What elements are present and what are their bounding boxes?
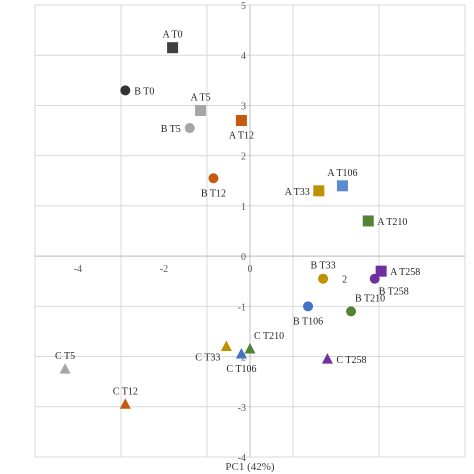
- point-c-t12: [119, 398, 131, 409]
- label-b-t258: B T258: [379, 287, 409, 298]
- label-a-t5: A T5: [190, 92, 210, 103]
- point-c-t106: [235, 348, 247, 359]
- label-c-t33: C T33: [195, 353, 220, 364]
- point-a-t210: [362, 215, 374, 227]
- label-b-t0: B T0: [134, 86, 154, 97]
- point-c-t5: [59, 363, 71, 374]
- label-b-t210: B T210: [355, 293, 385, 304]
- point-b-t33: [318, 273, 329, 284]
- label-c-t12: C T12: [113, 386, 138, 397]
- data-points: [59, 42, 387, 409]
- label-a-t0: A T0: [163, 30, 183, 41]
- point-b-t210: [346, 306, 357, 317]
- point-a-t5: [195, 104, 207, 116]
- point-c-t33: [220, 340, 232, 352]
- point-b-t258: [369, 273, 380, 284]
- point-b-t12: [208, 173, 219, 184]
- label-b-t33: B T33: [311, 261, 336, 272]
- x-tick-label: -2: [160, 264, 168, 275]
- y-tick-label: 4: [241, 51, 246, 62]
- point-b-t5: [184, 123, 195, 134]
- x-tick-label: -4: [74, 264, 82, 275]
- y-tick-label: 2: [241, 152, 246, 163]
- y-tick-label: -3: [238, 403, 246, 414]
- point-b-t106: [303, 301, 314, 312]
- point-a-t258: [375, 265, 387, 277]
- y-tick-label: 0: [241, 252, 246, 263]
- point-b-t0: [120, 85, 131, 96]
- point-a-t106: [336, 180, 348, 192]
- label-a-t106: A T106: [327, 168, 357, 179]
- label-c-t210: C T210: [254, 331, 284, 342]
- label-b-t5: B T5: [161, 124, 181, 135]
- label-a-t33: A T33: [285, 187, 310, 198]
- x-axis-label: PC1 (42%): [225, 461, 275, 473]
- label-a-t258: A T258: [390, 267, 420, 278]
- label-b-t12: B T12: [201, 188, 226, 199]
- point-c-t210: [244, 343, 256, 354]
- y-tick-label: -4: [238, 453, 246, 464]
- y-tick-label: 5: [241, 1, 246, 12]
- y-tick-label: 1: [241, 202, 246, 213]
- axes: [35, 5, 465, 457]
- point-a-t33: [313, 185, 325, 197]
- label-c-t5: C T5: [55, 351, 75, 362]
- label-a-t210: A T210: [377, 217, 407, 228]
- label-2: 2: [342, 275, 347, 286]
- point-a-t12: [235, 115, 247, 127]
- point-c-t258: [321, 353, 333, 364]
- y-tick-label: -1: [238, 302, 246, 313]
- label-a-t12: A T12: [229, 131, 254, 142]
- point-a-t0: [167, 42, 179, 54]
- label-c-t258: C T258: [336, 355, 366, 366]
- x-tick-label: 0: [248, 264, 253, 275]
- label-c-t106: C T106: [226, 364, 256, 375]
- y-tick-label: 3: [241, 101, 246, 112]
- label-b-t106: B T106: [293, 316, 323, 327]
- point-labels: A T0 B T0 A T5 B T5 A T12 B T12 A T106 A T33 A T…: [55, 30, 420, 398]
